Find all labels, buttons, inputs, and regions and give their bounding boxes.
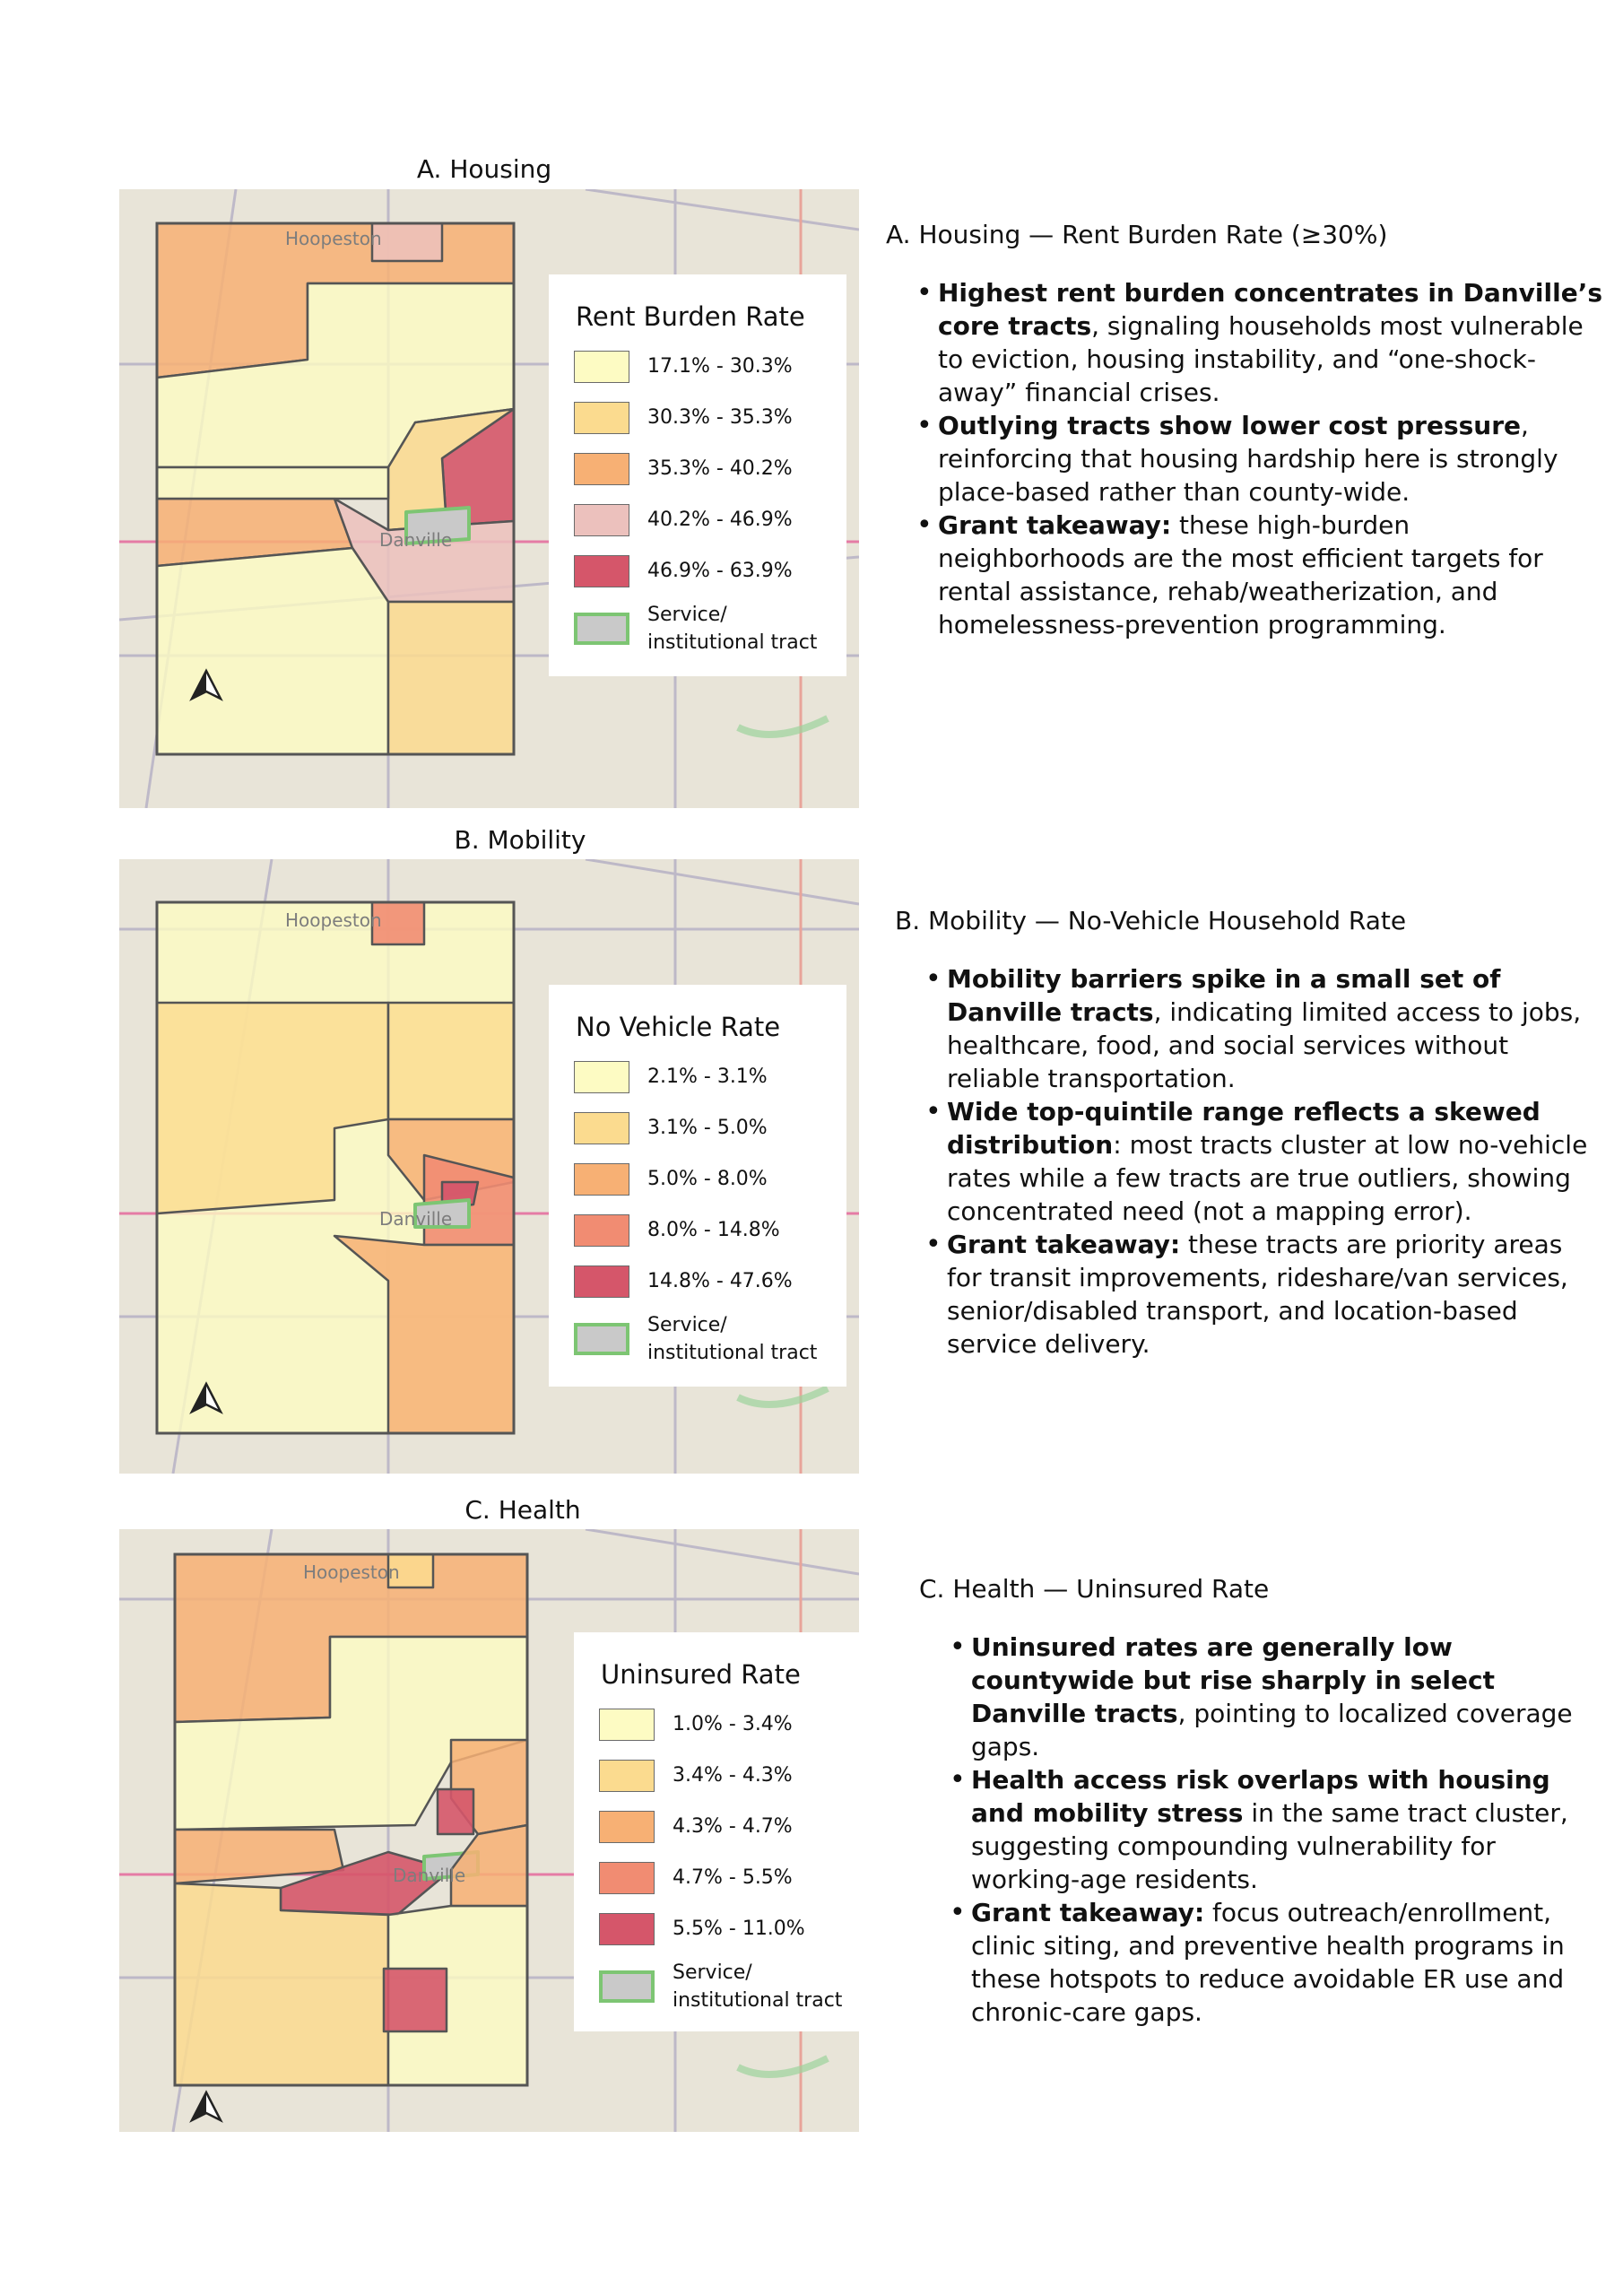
findings-housing: A. Housing — Rent Burden Rate (≥30%) Hig… [886, 220, 1603, 641]
legend-label: 46.9% - 63.9% [647, 560, 793, 582]
legend-item: 5.5% - 11.0% [599, 1903, 838, 1954]
legend-swatch [599, 1708, 655, 1741]
legend-label: 35.3% - 40.2% [647, 457, 793, 480]
legend-item: 2.1% - 3.1% [574, 1051, 823, 1102]
legend-item: 17.1% - 30.3% [574, 341, 823, 392]
section-heading: B. Mobility — No-Vehicle Household Rate [895, 906, 1407, 935]
legend-label: 3.4% - 4.3% [673, 1764, 793, 1787]
legend-label: 4.7% - 5.5% [673, 1866, 793, 1889]
legend-label-service: Service/institutional tract [673, 1961, 843, 2012]
legend-swatch-service [574, 1323, 629, 1355]
legend-item: 3.1% - 5.0% [574, 1102, 823, 1153]
legend-swatch [574, 401, 629, 434]
legend-item: 14.8% - 47.6% [574, 1256, 823, 1307]
findings-mobility: B. Mobility — No-Vehicle Household Rate … [895, 906, 1603, 1361]
bullet-list: Uninsured rates are generally low county… [919, 1631, 1605, 2029]
panel-title: C. Health [464, 1495, 581, 1525]
legend-swatch [574, 1265, 629, 1298]
legend-swatch [599, 1861, 655, 1894]
legend-label: 5.0% - 8.0% [647, 1168, 768, 1190]
map-label-city: Danville [393, 1865, 465, 1886]
bullet-list: Highest rent burden concentrates in Danv… [886, 276, 1603, 641]
legend-label: 17.1% - 30.3% [647, 355, 793, 378]
findings-health: C. Health — Uninsured Rate Uninsured rat… [919, 1574, 1605, 2029]
map-label-north: Hoopeston [285, 228, 382, 249]
bullet-item: Grant takeaway: focus outreach/enrollmen… [950, 1896, 1605, 2029]
legend-title: Rent Burden Rate [576, 301, 805, 332]
legend-swatch [574, 503, 629, 536]
legend-item: 30.3% - 35.3% [574, 392, 823, 443]
legend-label: 40.2% - 46.9% [647, 509, 793, 531]
legend-item: 1.0% - 3.4% [599, 1699, 838, 1750]
legend-label-service: Service/institutional tract [647, 604, 818, 654]
map-label-north: Hoopeston [303, 1561, 400, 1583]
legend-item: 4.7% - 5.5% [599, 1852, 838, 1903]
legend-title: No Vehicle Rate [576, 1012, 781, 1042]
legend-title: Uninsured Rate [601, 1659, 801, 1690]
legend-health: Uninsured Rate 1.0% - 3.4% 3.4% - 4.3% 4… [574, 1632, 861, 2031]
bullet-item: Uninsured rates are generally low county… [950, 1631, 1605, 1763]
legend-swatch [574, 452, 629, 485]
bullet-list: Mobility barriers spike in a small set o… [895, 962, 1603, 1361]
legend-label: 3.1% - 5.0% [647, 1117, 768, 1139]
legend-swatch [599, 1759, 655, 1792]
legend-swatch [574, 350, 629, 383]
legend-label: 4.3% - 4.7% [673, 1815, 793, 1838]
legend-swatch [574, 554, 629, 587]
map-label-north: Hoopeston [285, 909, 382, 931]
legend-swatch [599, 1912, 655, 1945]
legend-label: 30.3% - 35.3% [647, 406, 793, 429]
legend-swatch [574, 1213, 629, 1247]
bullet-item: Wide top-quintile range reflects a skewe… [925, 1095, 1603, 1228]
panel-title: A. Housing [416, 154, 552, 184]
north-arrow-icon [189, 668, 223, 701]
legend-item-service: Service/institutional tract [599, 1954, 842, 2019]
legend-item: 35.3% - 40.2% [574, 443, 823, 494]
legend-label: 1.0% - 3.4% [673, 1713, 793, 1735]
legend-label-service: Service/institutional tract [647, 1314, 818, 1364]
north-arrow-icon [189, 2090, 223, 2123]
bullet-item: Highest rent burden concentrates in Danv… [916, 276, 1603, 409]
legend-swatch [574, 1162, 629, 1196]
legend-item: 3.4% - 4.3% [599, 1750, 838, 1801]
map-label-city: Danville [379, 529, 452, 551]
bullet-item: Grant takeaway: these high-burden neighb… [916, 509, 1603, 641]
north-arrow-icon [189, 1381, 223, 1414]
legend-item: 8.0% - 14.8% [574, 1205, 823, 1256]
legend-housing: Rent Burden Rate 17.1% - 30.3% 30.3% - 3… [549, 274, 846, 676]
legend-item: 5.0% - 8.0% [574, 1153, 823, 1205]
panel-title: B. Mobility [454, 825, 586, 855]
legend-swatch-service [599, 1970, 655, 2003]
legend-label: 14.8% - 47.6% [647, 1270, 793, 1292]
bullet-item: Mobility barriers spike in a small set o… [925, 962, 1603, 1095]
legend-label: 8.0% - 14.8% [647, 1219, 780, 1241]
legend-item-service: Service/institutional tract [574, 596, 823, 661]
section-heading: A. Housing — Rent Burden Rate (≥30%) [886, 220, 1388, 249]
legend-item: 4.3% - 4.7% [599, 1801, 838, 1852]
section-heading: C. Health — Uninsured Rate [919, 1574, 1270, 1604]
legend-swatch [574, 1111, 629, 1144]
legend-label: 5.5% - 11.0% [673, 1918, 805, 1940]
legend-item-service: Service/institutional tract [574, 1307, 823, 1371]
legend-item: 40.2% - 46.9% [574, 494, 823, 545]
bullet-item: Health access risk overlaps with housing… [950, 1763, 1605, 1896]
bullet-item: Grant takeaway: these tracts are priorit… [925, 1228, 1603, 1361]
map-label-city: Danville [379, 1208, 452, 1230]
legend-swatch-service [574, 613, 629, 645]
legend-swatch [574, 1060, 629, 1093]
legend-label: 2.1% - 3.1% [647, 1065, 768, 1088]
bullet-item: Outlying tracts show lower cost pressure… [916, 409, 1603, 509]
legend-mobility: No Vehicle Rate 2.1% - 3.1% 3.1% - 5.0% … [549, 985, 846, 1387]
legend-item: 46.9% - 63.9% [574, 545, 823, 596]
legend-swatch [599, 1810, 655, 1843]
